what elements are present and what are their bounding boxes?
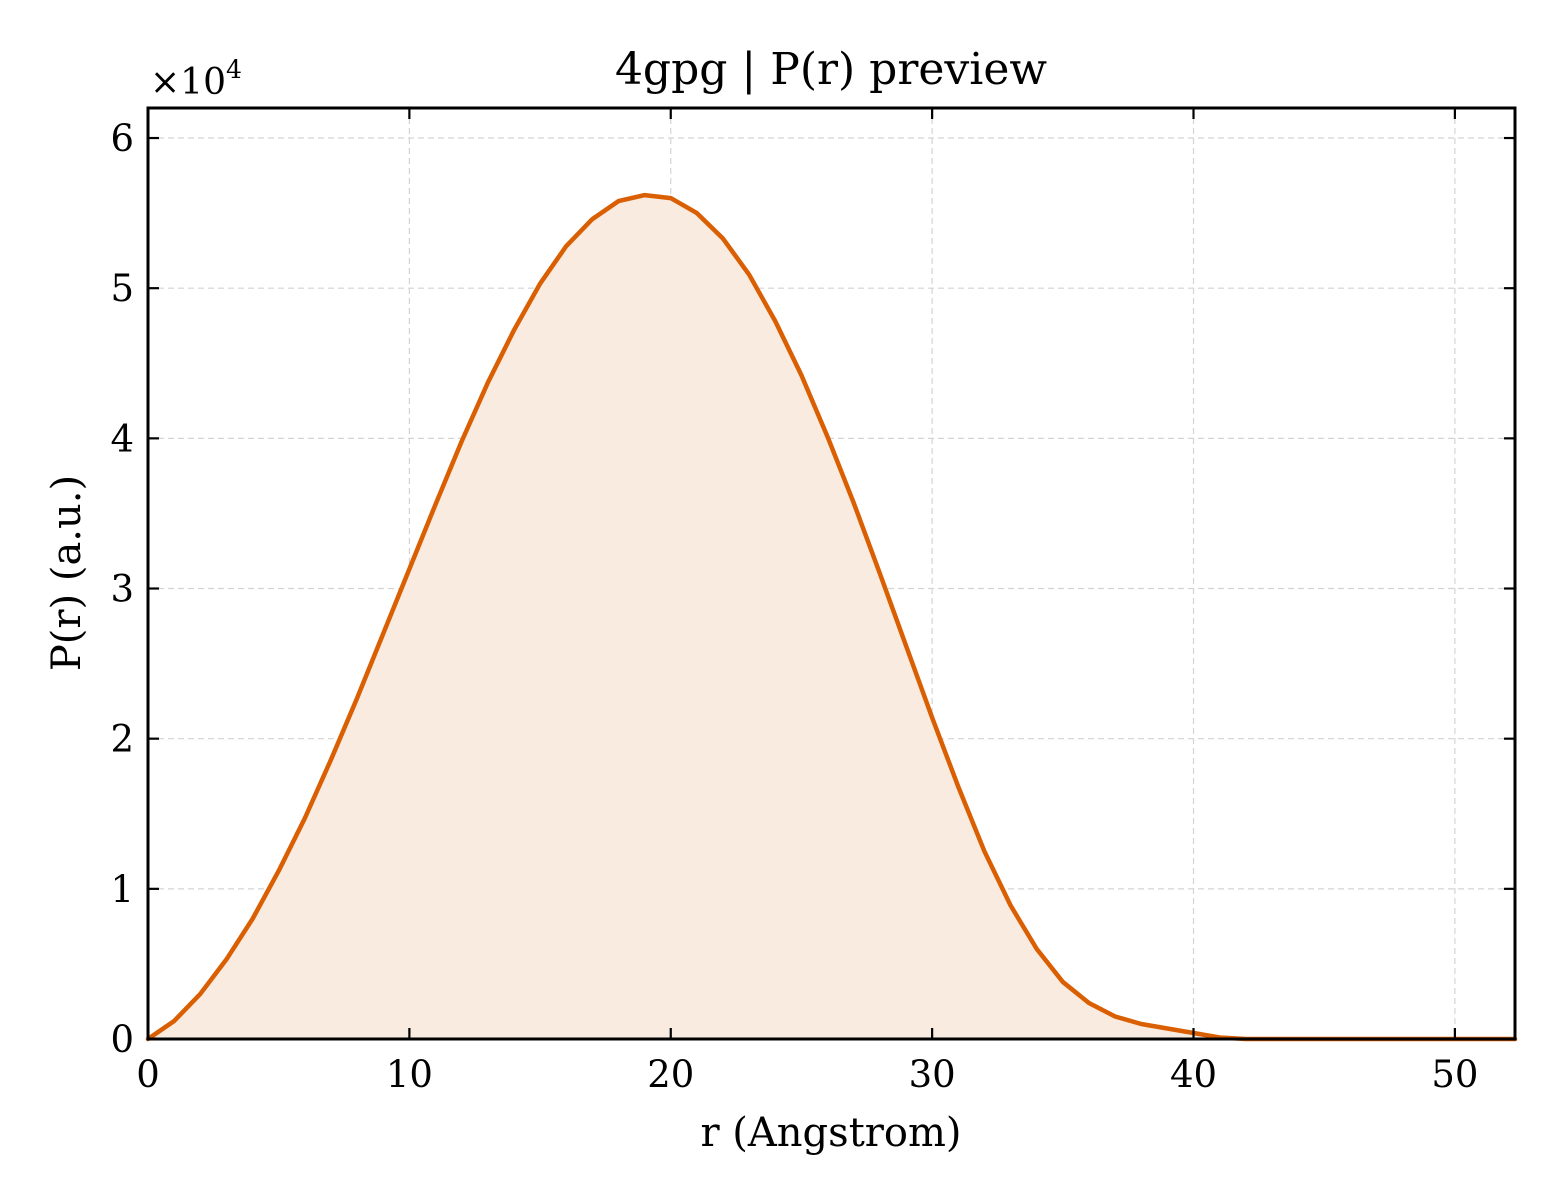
x-tick-label-0: 0	[136, 1053, 160, 1096]
y-tick-label-5: 5	[110, 267, 134, 310]
y-axis-label: P(r) (a.u.)	[44, 475, 90, 671]
y-tick-label-3: 3	[110, 568, 134, 611]
plot-frame	[146, 106, 1517, 1041]
x-tick-label-4: 40	[1170, 1053, 1217, 1096]
x-tick-label-3: 30	[909, 1053, 956, 1096]
y-axis-multiplier-base: ×10	[150, 62, 226, 103]
y-tick-label-1: 1	[110, 868, 134, 911]
x-tick-label-2: 20	[647, 1053, 694, 1096]
y-tick-label-0: 0	[110, 1018, 134, 1061]
x-tick-label-1: 10	[386, 1053, 433, 1096]
x-axis-label: r (Angstrom)	[700, 1110, 961, 1156]
y-axis-multiplier-exponent: 4	[226, 55, 242, 84]
x-tick-label-5: 50	[1431, 1053, 1478, 1096]
y-tick-label-6: 6	[110, 117, 134, 160]
y-tick-label-4: 4	[110, 417, 134, 460]
y-tick-label-2: 2	[110, 718, 134, 761]
axis-ticks: 0 10 20 30 40 50 0 1 2 3 4 5 6	[110, 108, 1515, 1096]
chart-title: 4gpg | P(r) preview	[615, 44, 1047, 95]
y-axis-multiplier: ×104	[150, 55, 242, 103]
series-area-fill	[148, 195, 1515, 1040]
